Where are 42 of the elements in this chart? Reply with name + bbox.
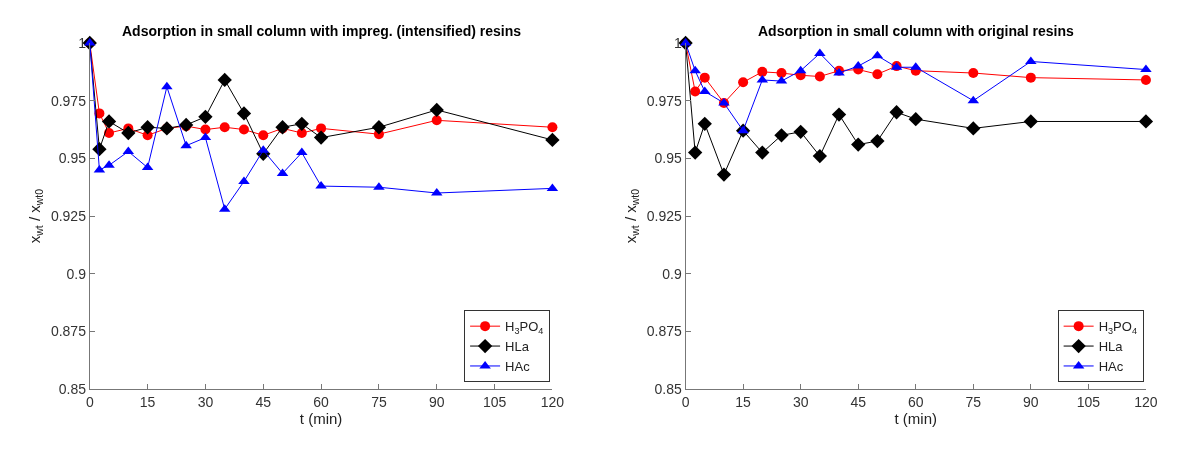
x-tick-label: 0 — [85, 393, 94, 410]
x-tick-label: 30 — [792, 393, 809, 410]
y-tick-label: 0.925 — [50, 207, 87, 224]
y-tick-label: 0.875 — [646, 323, 682, 340]
x-tick-label: 60 — [907, 393, 924, 410]
legend-label: H$_{3}$PO$_{4}$ — [505, 319, 544, 336]
legend-label: HAc — [1098, 359, 1124, 375]
x-axis-title: t (min) — [299, 409, 343, 427]
x-tick-label: 30 — [197, 393, 214, 410]
x-tick-label: 105 — [1076, 393, 1101, 410]
x-tick-label: 120 — [540, 393, 565, 410]
legend-label: HAc — [505, 359, 531, 375]
x-tick-label: 75 — [371, 393, 387, 410]
x-tick-label: 90 — [1023, 393, 1039, 410]
x-tick-label: 75 — [965, 393, 982, 410]
chart-title: Adsorption in small column with original resins — [758, 23, 1075, 39]
y-tick-label: 0.975 — [50, 92, 87, 109]
y-tick-label: 0.85 — [58, 381, 87, 398]
chart-title: Adsorption in small column with impreg. (intensified) resins — [122, 23, 522, 39]
legend-label: HLa — [1098, 339, 1124, 355]
y-tick-label: 0.975 — [646, 92, 682, 109]
y-tick-label: 1 — [673, 34, 682, 51]
x-axis-title: t (min) — [894, 409, 937, 427]
y-tick-label: 1 — [78, 34, 87, 51]
x-tick-label: 60 — [313, 393, 330, 410]
y-tick-label: 0.95 — [654, 150, 682, 167]
x-tick-label: 120 — [1134, 393, 1158, 410]
legend-label: H$_{3}$PO$_{4}$ — [1098, 319, 1137, 336]
x-tick-label: 15 — [139, 393, 156, 410]
x-tick-label: 15 — [735, 393, 752, 410]
x-tick-label: 45 — [850, 393, 867, 410]
y-tick-label: 0.875 — [50, 323, 87, 340]
legend-label: HLa — [505, 339, 530, 355]
x-tick-label: 0 — [681, 393, 690, 410]
x-tick-label: 90 — [428, 393, 445, 410]
y-tick-label: 0.9 — [66, 265, 87, 282]
x-tick-label: 45 — [255, 393, 272, 410]
y-tick-label: 0.925 — [646, 207, 682, 224]
y-tick-label: 0.85 — [654, 381, 682, 398]
y-tick-label: 0.9 — [662, 265, 682, 282]
x-tick-label: 105 — [482, 393, 507, 410]
y-tick-label: 0.95 — [58, 150, 87, 167]
